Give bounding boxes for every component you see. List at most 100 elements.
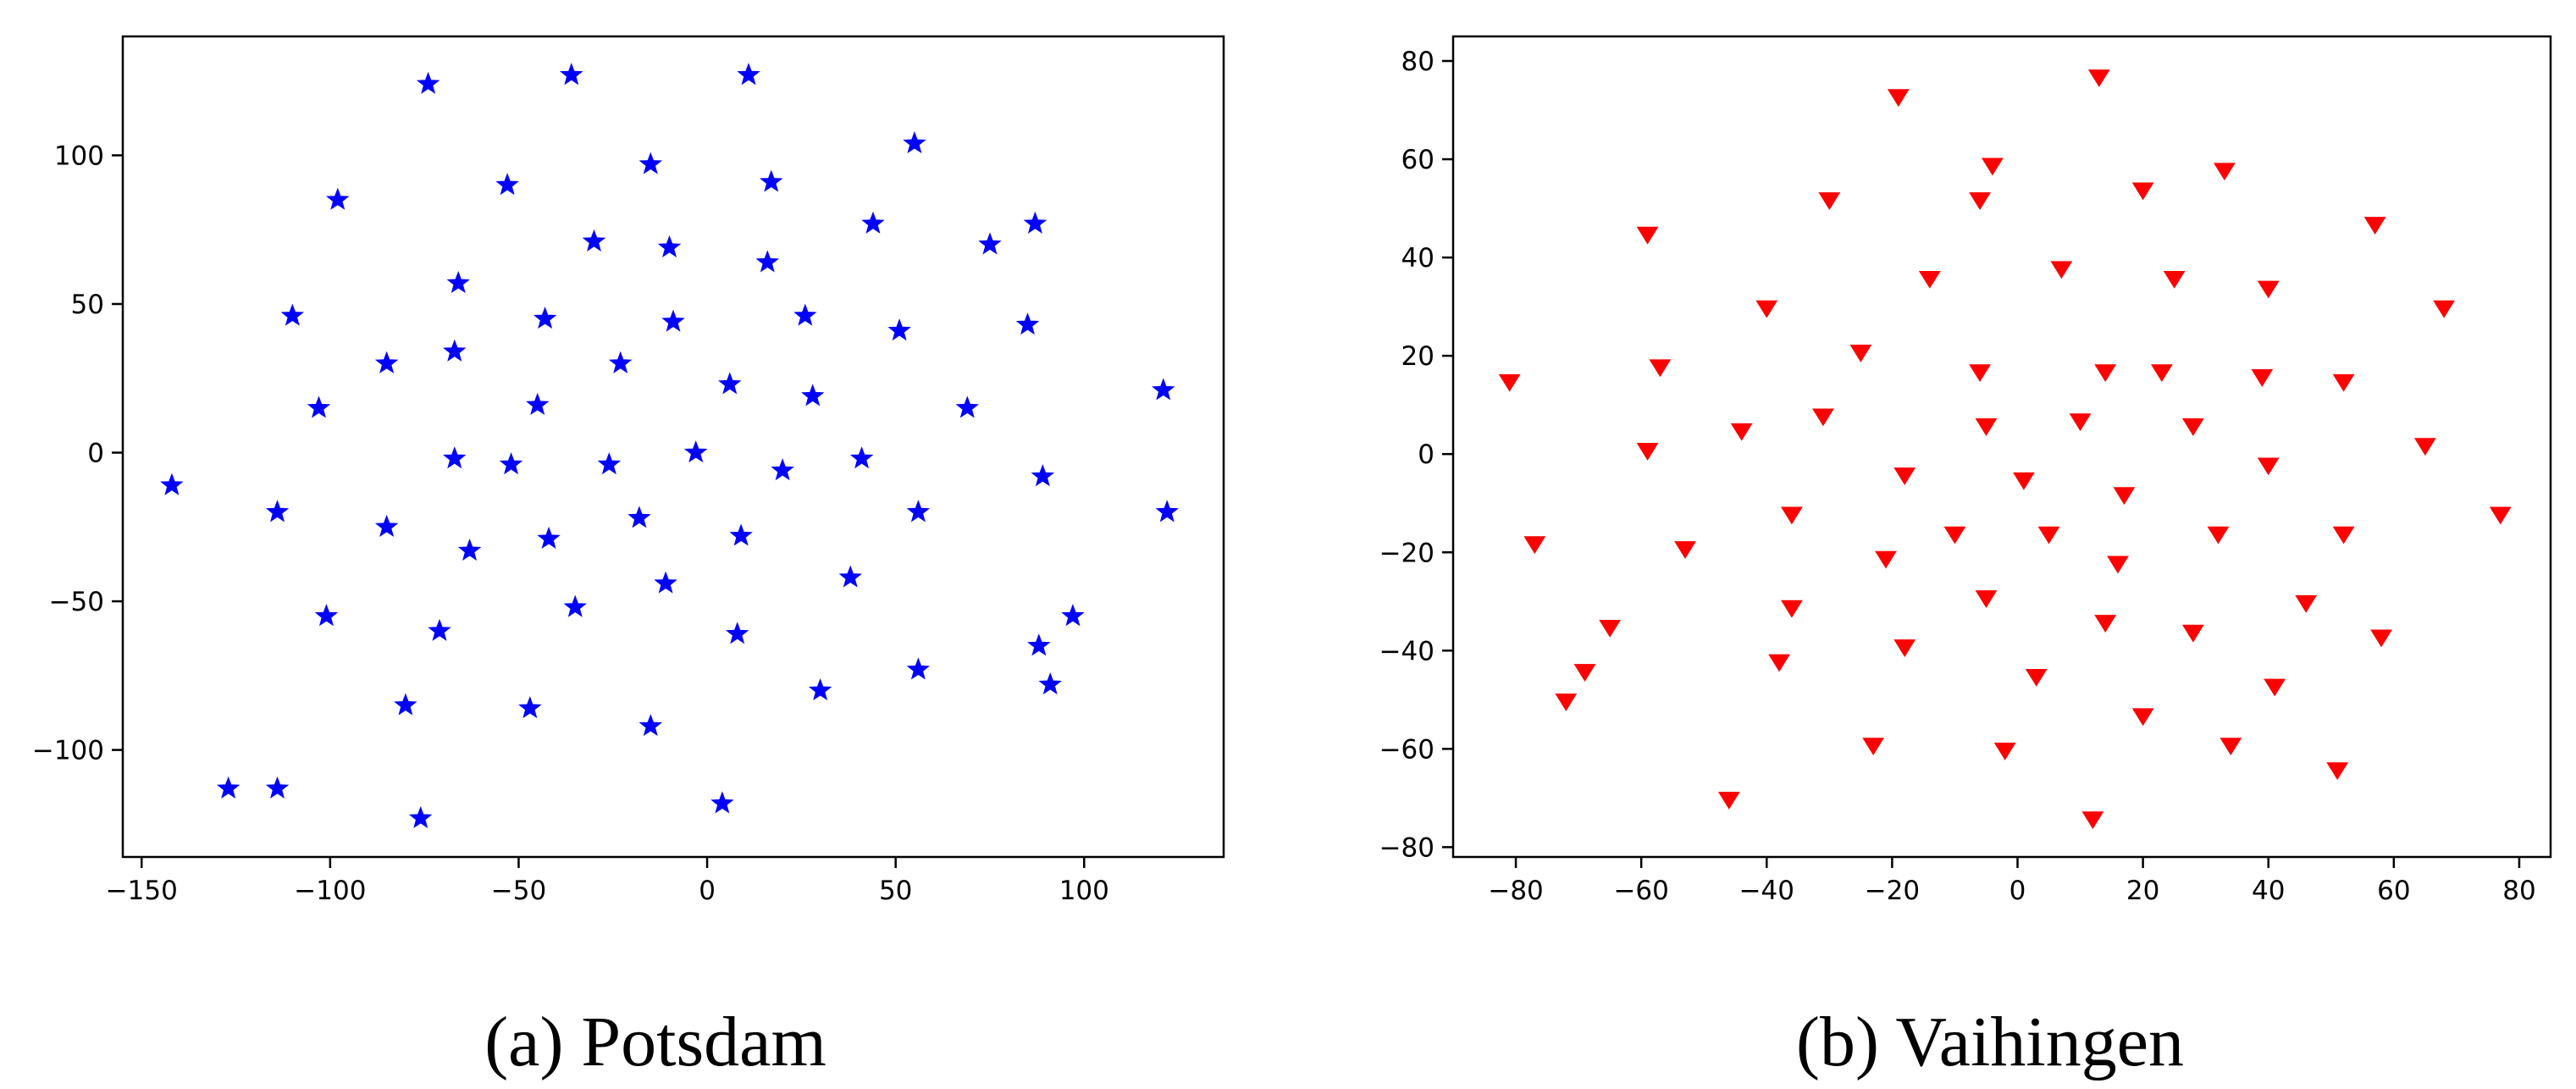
vaihingen-y-tick-label: −40 <box>1379 636 1434 666</box>
vaihingen-x-tick-label: 60 <box>2377 876 2410 906</box>
vaihingen-x-tick-label: 40 <box>2252 876 2285 906</box>
potsdam-data-point <box>533 307 557 329</box>
vaihingen-points <box>1498 69 2512 830</box>
vaihingen-x-tick-label: −20 <box>1865 876 1920 906</box>
vaihingen-data-point <box>1573 664 1596 682</box>
potsdam-data-point <box>457 538 482 561</box>
potsdam-data-point <box>887 318 911 341</box>
potsdam-data-point <box>160 473 184 495</box>
vaihingen-x-tick-label: −60 <box>1613 876 1668 906</box>
potsdam-data-point <box>1152 378 1175 401</box>
potsdam-data-point <box>526 392 550 416</box>
potsdam-data-point <box>597 452 622 475</box>
vaihingen-caption: (b) Vaihingen <box>1796 1003 2184 1081</box>
vaihingen-data-point <box>1875 550 1897 569</box>
vaihingen-y-tick-label: 20 <box>1401 341 1434 372</box>
vaihingen-y-tick-label: 60 <box>1401 145 1434 175</box>
potsdam-data-point <box>683 440 708 463</box>
potsdam-data-point <box>582 229 606 252</box>
vaihingen-data-point <box>2050 261 2073 279</box>
potsdam-data-point <box>216 776 240 799</box>
vaihingen-data-point <box>1862 738 1885 756</box>
potsdam-x-tick-label: −50 <box>491 876 546 906</box>
potsdam-data-point <box>326 187 350 210</box>
vaihingen-y-tick-label: −20 <box>1379 538 1434 568</box>
vaihingen-data-point <box>1599 619 1622 638</box>
vaihingen-data-point <box>2264 678 2286 697</box>
potsdam-plot-frame <box>121 35 1225 859</box>
potsdam-data-point <box>760 169 783 192</box>
potsdam-data-point <box>737 63 760 86</box>
vaihingen-data-point <box>2087 69 2110 87</box>
potsdam-data-point <box>849 446 874 469</box>
vaihingen-data-point <box>2326 762 2349 781</box>
vaihingen-data-point <box>2107 556 2129 574</box>
potsdam-data-point <box>608 351 633 373</box>
vaihingen-data-point <box>1893 467 1916 485</box>
vaihingen-x-tick-label: −40 <box>1739 876 1794 906</box>
potsdam-data-point <box>374 351 399 373</box>
potsdam-x-tick-label: −100 <box>294 876 366 906</box>
vaihingen-y-tick-label: 40 <box>1401 243 1434 274</box>
vaihingen-data-point <box>2013 472 2035 490</box>
vaihingen-data-point <box>1918 270 1941 289</box>
potsdam-data-point <box>1038 672 1062 695</box>
vaihingen-data-point <box>2131 708 2154 727</box>
potsdam-data-point <box>801 384 825 406</box>
potsdam-data-point <box>443 446 467 469</box>
potsdam-y-tick-label: 100 <box>54 141 104 171</box>
potsdam-data-point <box>718 372 742 395</box>
vaihingen-data-point <box>1818 192 1841 210</box>
potsdam-data-point <box>638 152 663 174</box>
vaihingen-panel: −80 −60 −40 −20 0 20 40 60 80 −80 −60 −40 −20 0 20 40 60… <box>1379 35 2552 1081</box>
vaihingen-data-point <box>1943 526 1966 544</box>
potsdam-data-point <box>1023 211 1048 234</box>
vaihingen-data-point <box>1730 423 1753 441</box>
potsdam-data-point <box>443 339 467 362</box>
potsdam-data-point <box>416 71 440 94</box>
vaihingen-data-point <box>2413 438 2436 456</box>
potsdam-data-point <box>495 173 519 196</box>
vaihingen-data-point <box>2181 624 2204 643</box>
vaihingen-data-point <box>2332 373 2355 392</box>
potsdam-data-point <box>560 63 583 86</box>
potsdam-data-point <box>394 693 417 716</box>
vaihingen-data-point <box>2094 615 2117 633</box>
potsdam-data-point <box>906 657 931 680</box>
vaihingen-data-point <box>1636 443 1659 461</box>
vaihingen-data-point <box>1649 359 1672 378</box>
potsdam-data-point <box>729 523 753 546</box>
vaihingen-data-point <box>1781 600 1803 618</box>
vaihingen-data-point <box>2069 413 2092 432</box>
potsdam-data-point <box>661 309 685 332</box>
potsdam-data-point <box>861 211 885 234</box>
vaihingen-data-point <box>2257 457 2280 476</box>
vaihingen-data-point <box>1555 693 1578 711</box>
potsdam-data-point <box>374 514 399 537</box>
vaihingen-x-tick-label: 20 <box>2126 876 2159 906</box>
potsdam-data-point <box>638 714 663 737</box>
vaihingen-data-point <box>1636 226 1659 245</box>
vaihingen-data-point <box>2025 668 2048 687</box>
vaihingen-data-point <box>1969 192 1991 210</box>
vaihingen-x-tick-label: 0 <box>2009 876 2026 906</box>
potsdam-data-point <box>1155 500 1179 522</box>
potsdam-y-tick-label: −100 <box>32 736 104 766</box>
vaihingen-data-point <box>1893 639 1916 657</box>
vaihingen-data-point <box>2181 418 2204 436</box>
potsdam-data-point <box>1061 604 1085 627</box>
potsdam-data-point <box>563 594 587 617</box>
vaihingen-data-point <box>2295 594 2318 613</box>
vaihingen-data-point <box>1849 345 1872 362</box>
vaihingen-data-point <box>1975 590 1998 608</box>
potsdam-data-point <box>808 677 832 701</box>
potsdam-data-point <box>265 776 290 799</box>
vaihingen-data-point <box>1812 408 1834 427</box>
potsdam-data-point <box>307 395 331 418</box>
potsdam-data-point <box>755 250 780 273</box>
potsdam-data-point <box>314 604 339 627</box>
potsdam-ticks: −150 −100 −50 0 50 100 −100 −50 0 50 100 <box>32 141 1109 906</box>
potsdam-data-point <box>499 452 523 475</box>
vaihingen-data-point <box>2113 487 2136 506</box>
vaihingen-data-point <box>2037 526 2060 544</box>
